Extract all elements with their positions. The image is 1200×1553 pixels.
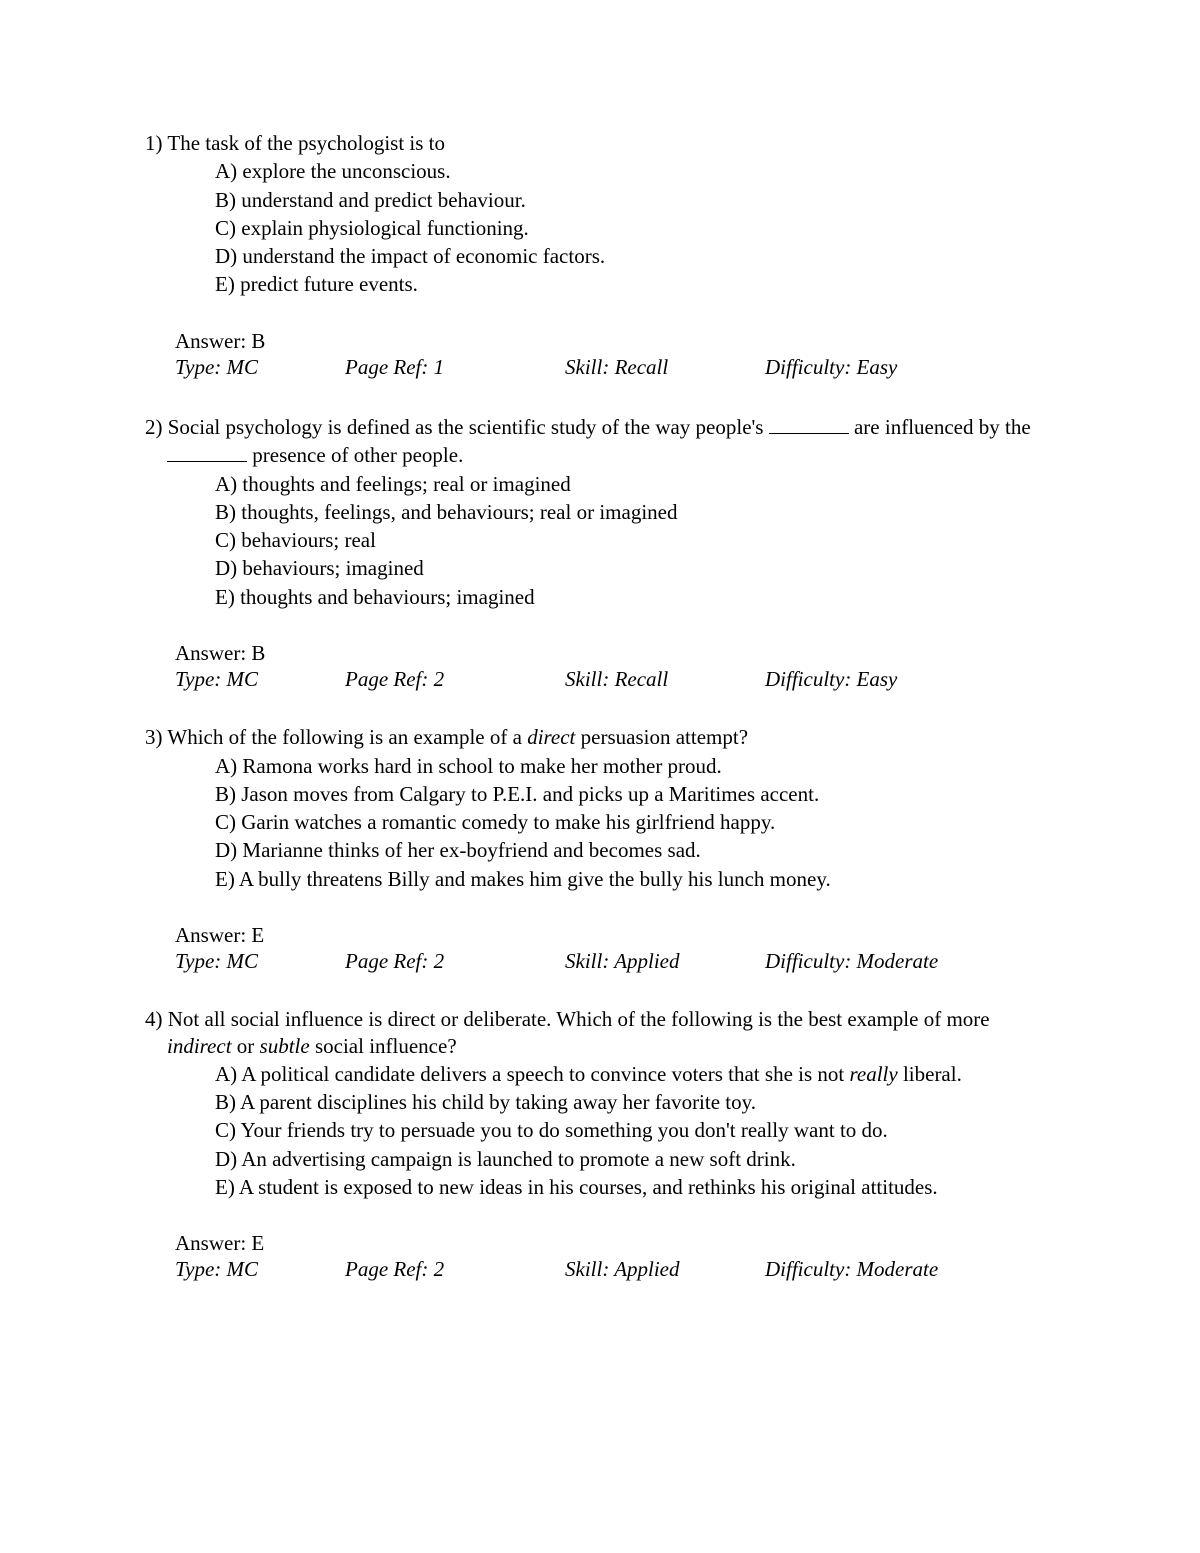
options-list: A) thoughts and feelings; real or imagin… xyxy=(215,471,1055,610)
question-stem: 4) Not all social influence is direct or… xyxy=(145,1006,1055,1059)
question-number: 4) xyxy=(145,1007,163,1031)
option-e: E) predict future events. xyxy=(215,271,1055,297)
option-b: B) A parent disciplines his child by tak… xyxy=(215,1089,1055,1115)
option-d: D) behaviours; imagined xyxy=(215,555,1055,581)
meta-skill: Skill: Applied xyxy=(565,948,765,974)
option-a: A) Ramona works hard in school to make h… xyxy=(215,753,1055,779)
meta-difficulty: Difficulty: Moderate xyxy=(765,948,1055,974)
option-e: E) A bully threatens Billy and makes him… xyxy=(215,866,1055,892)
question-stem: 2) Social psychology is defined as the s… xyxy=(145,412,1055,469)
document-page: 1) The task of the psychologist is to A)… xyxy=(0,0,1200,1553)
question-3: 3) Which of the following is an example … xyxy=(145,724,1055,974)
options-list: A) Ramona works hard in school to make h… xyxy=(215,753,1055,892)
question-1: 1) The task of the psychologist is to A)… xyxy=(145,130,1055,380)
question-stem: 3) Which of the following is an example … xyxy=(145,724,1055,750)
meta-row: Type: MC Page Ref: 2 Skill: Recall Diffi… xyxy=(175,666,1055,692)
meta-page-ref: Page Ref: 2 xyxy=(345,1256,565,1282)
question-number: 2) xyxy=(145,415,163,439)
stem-text-after: presence of other people. xyxy=(247,443,463,467)
option-c: C) explain physiological functioning. xyxy=(215,215,1055,241)
option-d: D) An advertising campaign is launched t… xyxy=(215,1146,1055,1172)
stem-text: Which of the following is an example of … xyxy=(163,725,749,749)
option-e: E) thoughts and behaviours; imagined xyxy=(215,584,1055,610)
option-e: E) A student is exposed to new ideas in … xyxy=(215,1174,1055,1200)
answer-line: Answer: B xyxy=(175,328,1055,354)
option-a: A) A political candidate delivers a spee… xyxy=(215,1061,1055,1087)
options-list: A) A political candidate delivers a spee… xyxy=(215,1061,1055,1200)
meta-skill: Skill: Recall xyxy=(565,666,765,692)
question-stem: 1) The task of the psychologist is to xyxy=(145,130,1055,156)
stem-text-before: Social psychology is defined as the scie… xyxy=(163,415,769,439)
question-4: 4) Not all social influence is direct or… xyxy=(145,1006,1055,1282)
option-b: B) understand and predict behaviour. xyxy=(215,187,1055,213)
meta-difficulty: Difficulty: Easy xyxy=(765,354,1055,380)
answer-line: Answer: B xyxy=(175,640,1055,666)
meta-row: Type: MC Page Ref: 1 Skill: Recall Diffi… xyxy=(175,354,1055,380)
stem-text-mid: are influenced by the xyxy=(849,415,1031,439)
option-d: D) understand the impact of economic fac… xyxy=(215,243,1055,269)
answer-line: Answer: E xyxy=(175,922,1055,948)
meta-skill: Skill: Recall xyxy=(565,354,765,380)
option-a: A) thoughts and feelings; real or imagin… xyxy=(215,471,1055,497)
meta-difficulty: Difficulty: Moderate xyxy=(765,1256,1055,1282)
meta-page-ref: Page Ref: 2 xyxy=(345,948,565,974)
question-2: 2) Social psychology is defined as the s… xyxy=(145,412,1055,692)
question-number: 3) xyxy=(145,725,163,749)
stem-text: The task of the psychologist is to xyxy=(163,131,446,155)
meta-type: Type: MC xyxy=(175,1256,345,1282)
meta-skill: Skill: Applied xyxy=(565,1256,765,1282)
meta-row: Type: MC Page Ref: 2 Skill: Applied Diff… xyxy=(175,1256,1055,1282)
option-b: B) Jason moves from Calgary to P.E.I. an… xyxy=(215,781,1055,807)
options-list: A) explore the unconscious. B) understan… xyxy=(215,158,1055,297)
option-d: D) Marianne thinks of her ex-boyfriend a… xyxy=(215,837,1055,863)
meta-type: Type: MC xyxy=(175,354,345,380)
option-c: C) Garin watches a romantic comedy to ma… xyxy=(215,809,1055,835)
option-c: C) Your friends try to persuade you to d… xyxy=(215,1117,1055,1143)
stem-text: Not all social influence is direct or de… xyxy=(163,1007,990,1057)
meta-page-ref: Page Ref: 1 xyxy=(345,354,565,380)
fill-blank-2 xyxy=(167,440,247,462)
meta-page-ref: Page Ref: 2 xyxy=(345,666,565,692)
answer-line: Answer: E xyxy=(175,1230,1055,1256)
question-number: 1) xyxy=(145,131,163,155)
meta-row: Type: MC Page Ref: 2 Skill: Applied Diff… xyxy=(175,948,1055,974)
meta-difficulty: Difficulty: Easy xyxy=(765,666,1055,692)
option-c: C) behaviours; real xyxy=(215,527,1055,553)
meta-type: Type: MC xyxy=(175,948,345,974)
meta-type: Type: MC xyxy=(175,666,345,692)
option-a: A) explore the unconscious. xyxy=(215,158,1055,184)
option-b: B) thoughts, feelings, and behaviours; r… xyxy=(215,499,1055,525)
fill-blank-1 xyxy=(769,412,849,434)
